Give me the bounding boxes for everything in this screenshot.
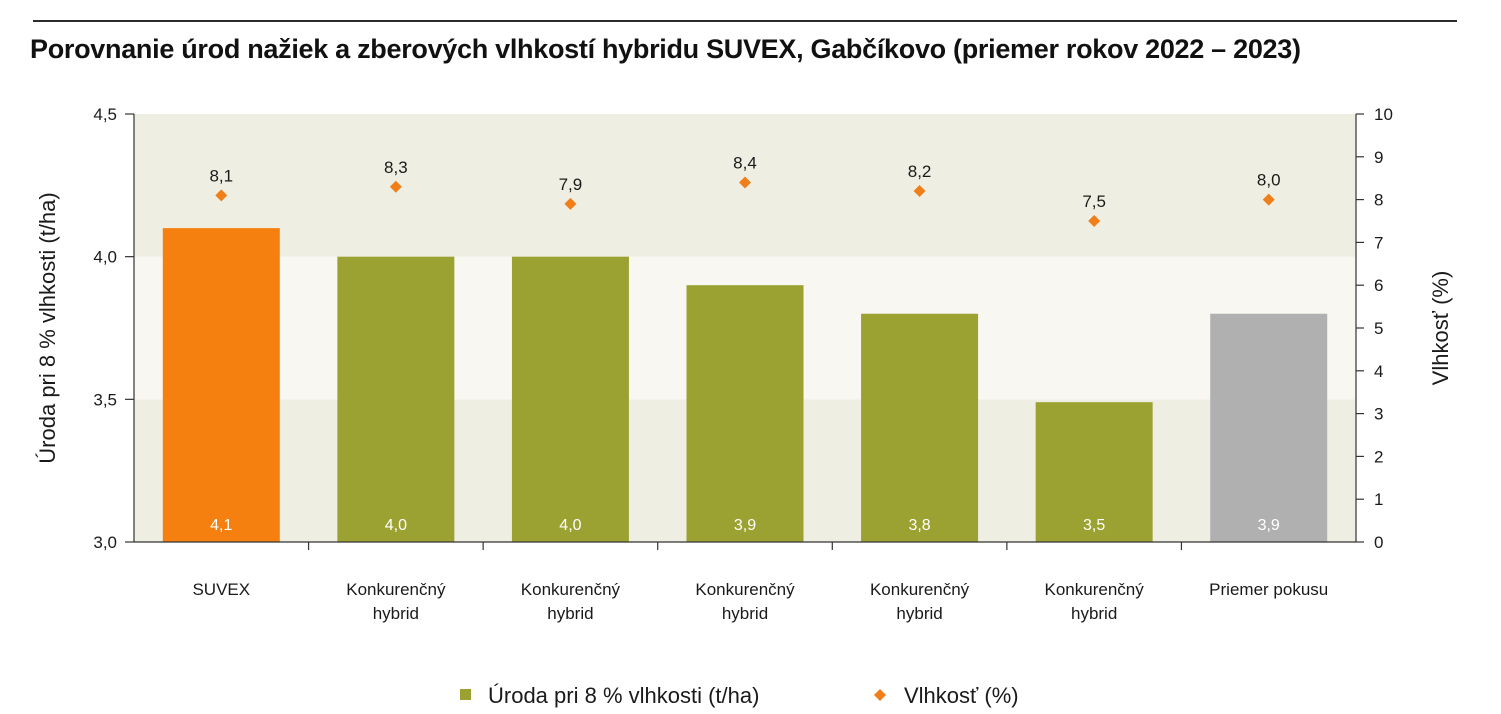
right-tick-label-3: 3 [1374,405,1383,424]
left-tick-label-3: 4,5 [93,105,117,124]
left-tick-label-0: 3,0 [93,533,117,552]
y2-axis-title: Vlhkosť (%) [1428,271,1453,386]
bar-value-label-6: 3,5 [1083,517,1105,534]
right-tick-label-0: 0 [1374,533,1383,552]
right-tick-label-2: 2 [1374,447,1383,466]
bar-value-label-1: 4,1 [210,517,232,534]
left-tick-label-2: 4,0 [93,248,117,267]
moisture-value-label-4: 8,4 [733,153,757,172]
bar-4 [686,285,804,542]
right-tick-label-4: 4 [1374,362,1383,381]
right-tick-label-10: 10 [1374,105,1393,124]
moisture-value-label-6: 7,5 [1082,192,1106,211]
right-tick-label-9: 9 [1374,148,1383,167]
bar-value-label-2: 4,0 [385,517,407,534]
moisture-point-3 [564,197,577,210]
legend-marker-yield [460,689,471,700]
moisture-value-label-1: 8,1 [209,166,233,185]
bar-7 [1210,313,1328,542]
legend-label-moisture: Vlhkosť (%) [904,683,1019,708]
moisture-value-label-2: 8,3 [384,158,408,177]
legend-label-yield: Úroda pri 8 % vlhkosti (t/ha) [488,683,759,708]
category-label-6: Konkurenčný hybrid [1045,580,1145,623]
y-axis-title: Úroda pri 8 % vlhkosti (t/ha) [35,192,60,463]
category-label-2: Konkurenčný hybrid [346,580,446,623]
moisture-point-4 [739,176,751,189]
moisture-point-5 [913,185,926,198]
bar-3 [511,256,629,542]
category-label-3: Konkurenčný hybrid [521,580,621,623]
category-label-4: Konkurenčný hybrid [695,580,795,623]
right-tick-label-1: 1 [1374,490,1383,509]
moisture-point-2 [389,180,402,193]
bar-value-label-3: 4,0 [559,517,581,534]
moisture-value-label-7: 8,0 [1257,171,1281,190]
category-label-7: Priemer pokusu [1209,580,1328,599]
category-label-1: SUVEX [192,580,250,599]
moisture-point-7 [1262,193,1275,206]
left-tick-label-1: 3,5 [93,390,117,409]
chart-title: Porovnanie úrod nažiek a zberových vlhko… [30,34,1301,64]
bar-6 [1035,402,1153,542]
bar-value-label-4: 3,9 [734,517,756,534]
right-tick-label-5: 5 [1374,319,1383,338]
bar-value-label-7: 3,9 [1258,517,1280,534]
right-tick-label-6: 6 [1374,276,1383,295]
bar-value-label-5: 3,8 [908,517,930,534]
bar-1 [162,228,280,542]
bar-5 [861,313,979,542]
right-tick-label-8: 8 [1374,191,1383,210]
bar-2 [337,256,455,542]
moisture-point-6 [1088,215,1101,227]
right-tick-label-7: 7 [1374,233,1383,252]
category-label-5: Konkurenčný hybrid [870,580,970,623]
top-rule [33,20,1457,22]
moisture-value-label-3: 7,9 [559,175,583,194]
moisture-point-1 [215,189,228,202]
legend-marker-moisture [874,689,886,701]
moisture-value-label-5: 8,2 [908,162,932,181]
